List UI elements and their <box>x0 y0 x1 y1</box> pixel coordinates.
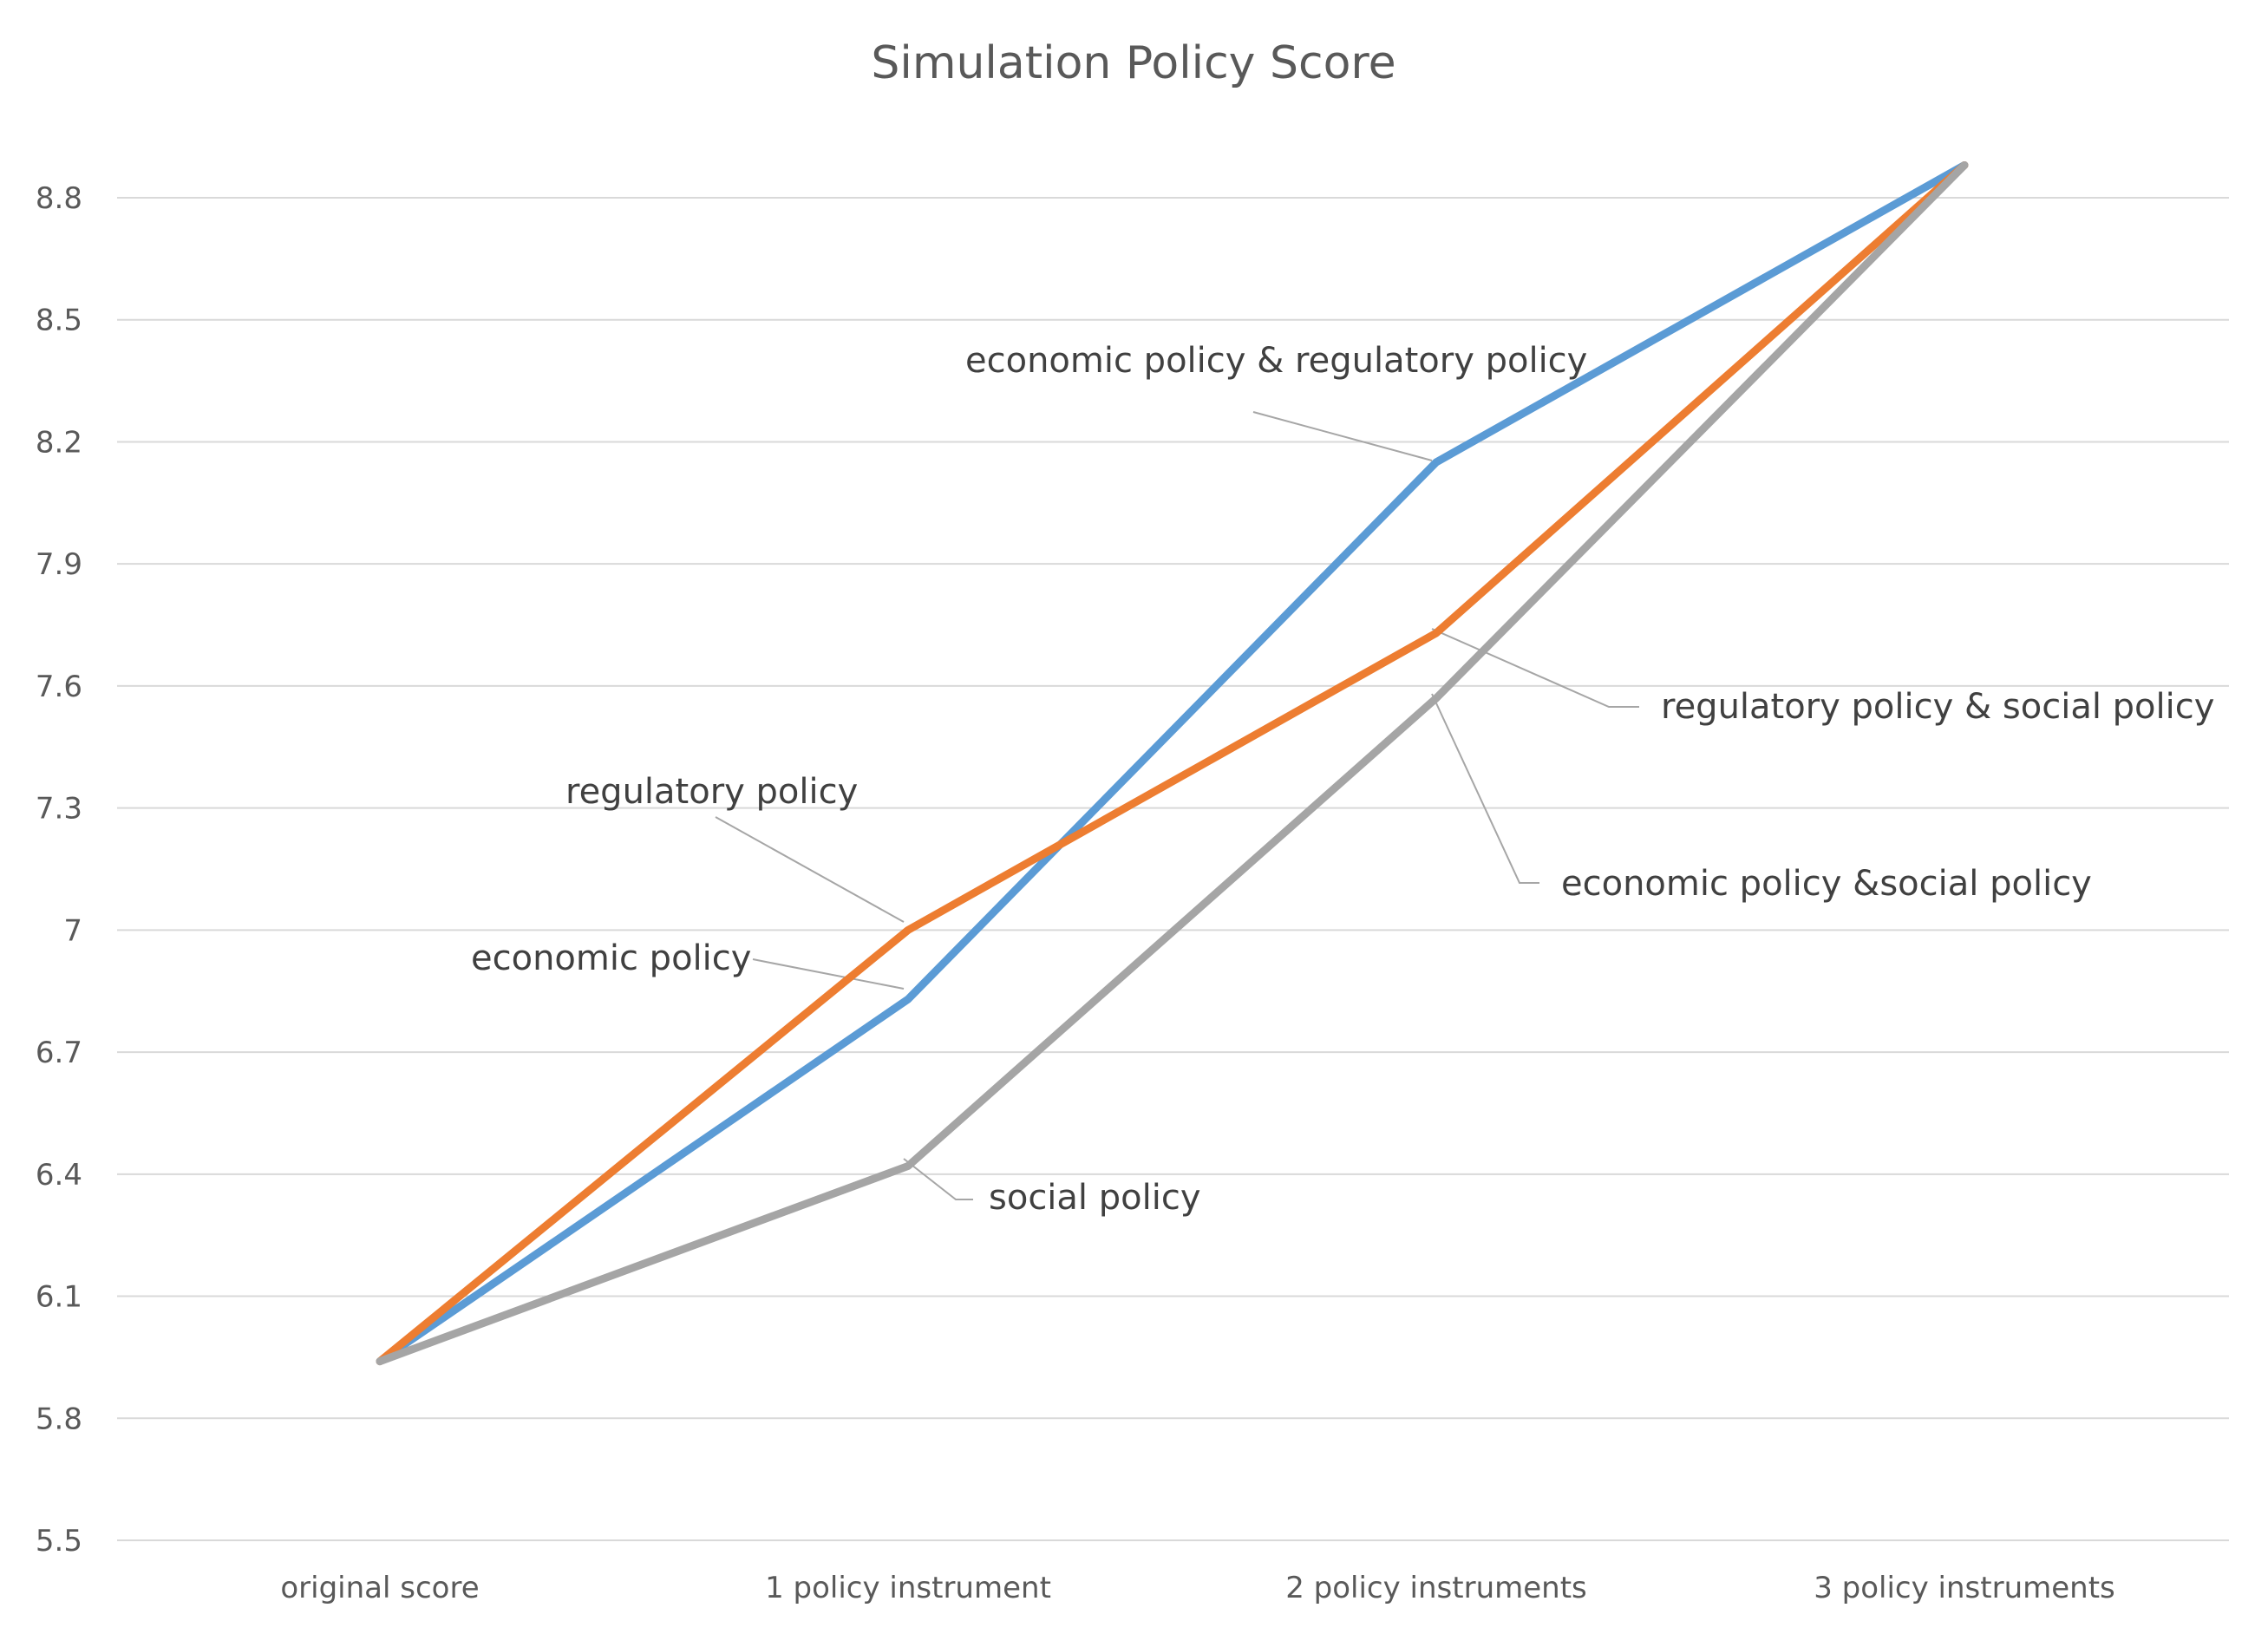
series-line-0 <box>376 160 1969 1366</box>
data-point <box>379 1360 381 1363</box>
data-point <box>907 929 909 931</box>
x-tick-label: 1 policy instrument <box>765 1571 1051 1605</box>
y-axis-tick-labels: 5.5 5.8 6.1 6.4 6.7 7 7.3 7.6 7.9 8.2 8.5 8.8 <box>36 181 82 1559</box>
data-point <box>1964 164 1965 167</box>
data-point <box>1435 696 1437 699</box>
x-tick-label: 2 policy instruments <box>1285 1571 1587 1605</box>
data-annotations: economic policy regulatory policy social p… <box>471 341 2214 1218</box>
y-tick-label: 8.2 <box>36 425 82 460</box>
y-tick-label: 7.9 <box>36 547 82 582</box>
data-point <box>1435 461 1437 463</box>
data-point <box>907 1165 909 1167</box>
annotation-leader <box>1431 628 1639 708</box>
annotation-label: social policy <box>989 1178 1201 1218</box>
annotation-label: economic policy &social policy <box>1561 864 2092 904</box>
data-point <box>907 998 909 1001</box>
annotation-leader <box>903 1158 973 1200</box>
y-tick-label: 5.5 <box>36 1524 82 1559</box>
annotation-leader-lines <box>715 411 1639 1200</box>
series-line-2 <box>376 160 1969 1366</box>
chart-title: Simulation Policy Score <box>871 37 1395 89</box>
annotation-leader <box>1431 693 1539 884</box>
series-line-1 <box>376 160 1969 1366</box>
y-tick-label: 7 <box>63 913 82 948</box>
annotation-leader <box>752 958 905 990</box>
data-point <box>1435 631 1437 634</box>
annotation-label: regulatory policy <box>565 772 858 812</box>
y-tick-label: 6.4 <box>36 1158 82 1193</box>
annotation-label: economic policy & regulatory policy <box>965 341 1587 381</box>
annotation-label: economic policy <box>471 938 751 978</box>
y-tick-label: 5.8 <box>36 1402 82 1436</box>
series-lines <box>376 160 1969 1366</box>
y-tick-label: 6.1 <box>36 1280 82 1315</box>
annotation-label: regulatory policy & social policy <box>1661 687 2214 727</box>
y-tick-label: 7.3 <box>36 792 82 827</box>
y-tick-label: 8.8 <box>36 181 82 216</box>
y-tick-label: 6.7 <box>36 1036 82 1070</box>
y-tick-label: 8.5 <box>36 304 82 338</box>
x-axis-tick-labels: original score 1 policy instrument 2 polic… <box>280 1571 2114 1605</box>
x-tick-label: original score <box>280 1571 479 1605</box>
annotation-leader <box>1252 411 1433 461</box>
x-tick-label: 3 policy instruments <box>1814 1571 2115 1605</box>
annotation-leader <box>715 816 905 923</box>
y-tick-label: 7.6 <box>36 670 82 704</box>
